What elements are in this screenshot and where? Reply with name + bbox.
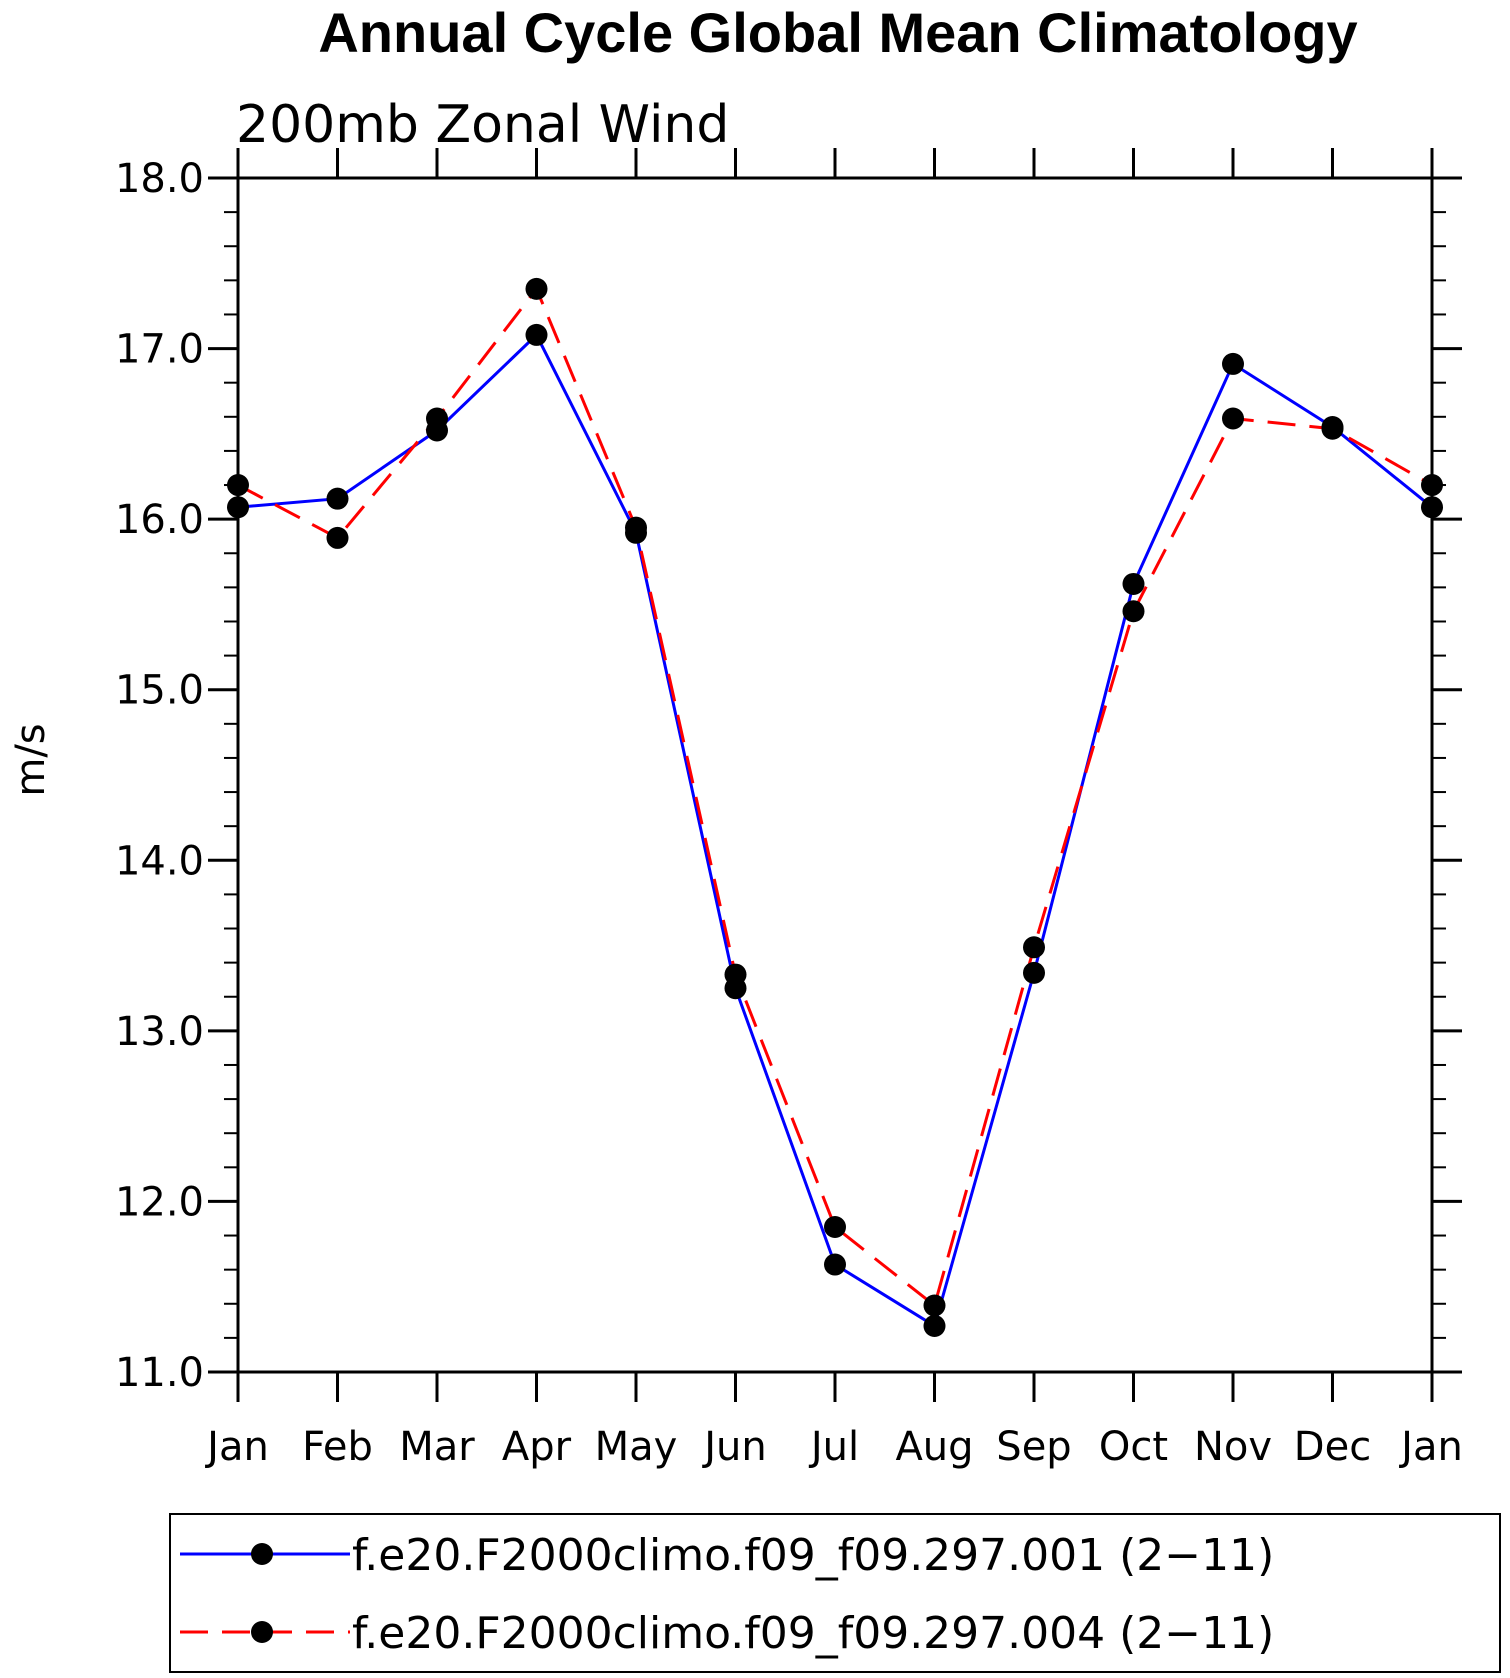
legend-marker-2 xyxy=(251,1621,273,1643)
series-2-point xyxy=(1122,600,1145,623)
series-line-1 xyxy=(237,332,1433,1329)
y-tick-label: 11.0 xyxy=(115,1350,204,1396)
x-tick-label: Feb xyxy=(302,1424,373,1470)
series-1-point xyxy=(1222,352,1244,375)
series-1-point xyxy=(824,1253,846,1276)
legend-marker-1 xyxy=(251,1543,273,1565)
legend-label-1: f.e20.F2000climo.f09_f09.297.001 (2−11) xyxy=(352,1530,1274,1581)
series-layer xyxy=(227,277,1443,1337)
x-tick-label: Nov xyxy=(1194,1424,1272,1470)
x-tick-label: Aug xyxy=(895,1424,973,1470)
x-tick-label: Jan xyxy=(204,1424,269,1470)
series-2-point xyxy=(1023,936,1045,959)
x-tick-label: Jan xyxy=(1398,1424,1463,1470)
series-1-point xyxy=(326,487,349,510)
series-1-point xyxy=(923,1314,946,1337)
series-2-point xyxy=(326,526,349,549)
chart-title: Annual Cycle Global Mean Climatology xyxy=(318,1,1357,64)
series-2-point xyxy=(426,407,448,430)
series-1-point xyxy=(227,496,249,519)
y-tick-label: 13.0 xyxy=(115,1009,204,1055)
y-tick-label: 14.0 xyxy=(115,838,204,884)
series-2-point xyxy=(824,1216,846,1239)
series-2-point xyxy=(1222,407,1244,430)
series-1-point xyxy=(1122,572,1145,595)
y-tick-label: 12.0 xyxy=(115,1179,204,1225)
legend-label-2: f.e20.F2000climo.f09_f09.297.004 (2−11) xyxy=(352,1608,1274,1659)
y-tick-label: 18.0 xyxy=(115,156,204,202)
chart-subtitle: 200mb Zonal Wind xyxy=(236,95,729,155)
series-1-point xyxy=(525,323,548,346)
series-2-point xyxy=(227,474,249,497)
x-tick-label: Sep xyxy=(996,1424,1071,1470)
series-line-2 xyxy=(237,285,1433,1309)
series-2-point xyxy=(923,1294,946,1317)
series-1-point xyxy=(1023,961,1045,984)
axes: 11.0 12.0 13.0 14.0 15.0 16.0 17.0 18.0 Jan Feb Ma… xyxy=(115,148,1463,1470)
series-2-point xyxy=(1421,474,1443,497)
x-tick-label: Dec xyxy=(1294,1424,1371,1470)
series-2-point xyxy=(625,516,647,539)
series-2-point xyxy=(1321,417,1344,440)
x-tick-label: Apr xyxy=(502,1424,572,1470)
series-2-point xyxy=(525,277,548,300)
x-tick-label: Jun xyxy=(701,1424,767,1470)
y-tick-label: 15.0 xyxy=(115,668,204,714)
x-tick-label: Jul xyxy=(808,1424,859,1470)
y-axis-label: m/s xyxy=(8,723,54,796)
x-tick-label: May xyxy=(595,1424,678,1470)
plot-frame xyxy=(236,176,1434,1374)
x-tick-label: Oct xyxy=(1099,1424,1168,1470)
y-tick-label: 16.0 xyxy=(115,497,204,543)
series-2-point xyxy=(724,963,747,986)
series-1-point xyxy=(1421,496,1443,519)
x-tick-label: Mar xyxy=(399,1424,475,1470)
y-tick-label: 17.0 xyxy=(115,327,204,373)
legend-box xyxy=(169,1513,1501,1673)
legend: f.e20.F2000climo.f09_f09.297.001 (2−11) f… xyxy=(169,1513,1501,1673)
